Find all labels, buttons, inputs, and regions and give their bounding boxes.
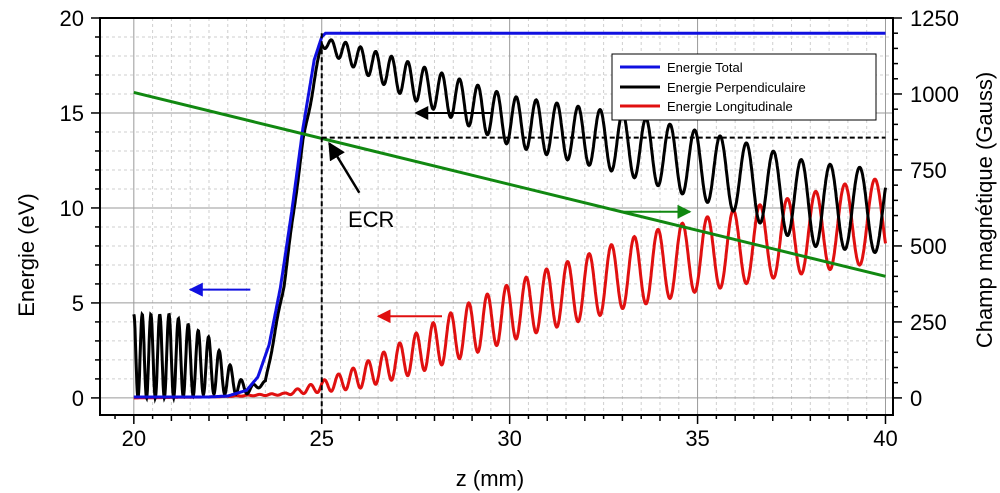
y-tick-label: 15	[60, 101, 84, 126]
x-tick-label: 20	[122, 426, 146, 451]
grid	[100, 17, 893, 415]
y2-tick-label: 1250	[910, 6, 959, 31]
y-axis-title: Energie (eV)	[14, 193, 39, 317]
plot-frame	[99, 17, 894, 416]
x-axis-title: z (mm)	[456, 466, 524, 491]
series-energie-perpendiculaire	[132, 38, 887, 404]
y2-axis-title: Champ magnétique (Gauss)	[972, 72, 997, 348]
legend-label-total: Energie Total	[667, 60, 743, 75]
series-layer	[132, 31, 887, 415]
x-tick-label: 25	[309, 426, 333, 451]
y-tick-label: 20	[60, 6, 84, 31]
series-energie-longitudinale	[133, 177, 887, 400]
legend: Energie Total Energie Perpendiculaire En…	[611, 53, 877, 121]
ecr-label: ECR	[348, 207, 394, 232]
legend-label-longitudinal: Energie Longitudinale	[667, 99, 793, 114]
series-champ-magnetique	[133, 91, 886, 278]
ticks: 20 25 30 35 40 0 5 10 15 20 0 250 500 750 1000 1250	[60, 6, 959, 451]
x-tick-label: 35	[685, 426, 709, 451]
y-tick-label: 10	[60, 196, 84, 221]
y2-tick-label: 1000	[910, 82, 959, 107]
y2-tick-label: 250	[910, 310, 947, 335]
y2-tick-label: 500	[910, 234, 947, 259]
annotations: ECR	[348, 207, 394, 232]
x-tick-label: 30	[497, 426, 521, 451]
series-energie-total	[133, 31, 886, 399]
x-tick-label: 40	[873, 426, 897, 451]
y-tick-label: 0	[72, 386, 84, 411]
y-tick-label: 5	[72, 291, 84, 316]
axes	[99, 17, 894, 416]
y2-tick-label: 750	[910, 158, 947, 183]
y2-tick-label: 0	[910, 386, 922, 411]
arrow-ecr-pointer	[328, 141, 361, 194]
legend-label-perpendicular: Energie Perpendiculaire	[667, 80, 806, 95]
